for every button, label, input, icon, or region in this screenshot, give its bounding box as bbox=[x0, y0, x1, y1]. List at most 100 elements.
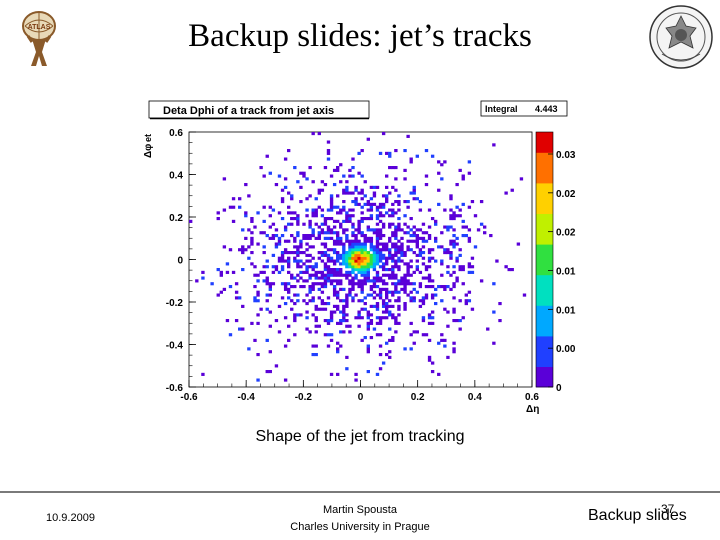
heatmap-cell bbox=[314, 273, 318, 277]
heatmap-cell bbox=[519, 177, 524, 181]
heatmap-cell bbox=[277, 211, 282, 215]
heatmap-cell bbox=[372, 282, 377, 286]
heatmap-cell bbox=[440, 259, 444, 263]
heatmap-cell bbox=[302, 174, 306, 178]
heatmap-cell bbox=[363, 279, 367, 283]
heatmap-cell bbox=[366, 370, 370, 374]
heatmap-cell bbox=[320, 222, 325, 226]
heatmap-cell bbox=[336, 239, 340, 243]
heatmap-cell bbox=[256, 321, 260, 325]
heatmap-cell bbox=[388, 253, 392, 257]
heatmap-cell bbox=[339, 273, 343, 277]
heatmap-cell bbox=[452, 217, 456, 221]
heatmap-cell bbox=[378, 202, 383, 206]
heatmap-cell bbox=[455, 183, 459, 187]
heatmap-cell bbox=[385, 282, 389, 286]
y-axis-title-extra: et bbox=[143, 134, 153, 142]
heatmap-cell bbox=[293, 319, 297, 323]
heatmap-cell bbox=[332, 242, 337, 246]
heatmap-cell bbox=[409, 299, 413, 303]
heatmap-cell bbox=[342, 174, 346, 178]
heatmap-cell bbox=[314, 316, 318, 320]
heatmap-cell bbox=[339, 287, 343, 291]
heatmap-cell bbox=[394, 166, 398, 170]
heatmap-cell bbox=[348, 253, 352, 257]
heatmap-cell bbox=[357, 313, 361, 317]
heatmap-cell bbox=[305, 259, 309, 263]
heatmap-cell bbox=[385, 185, 389, 189]
heatmap-cell bbox=[397, 248, 401, 252]
heatmap-cell bbox=[366, 236, 370, 240]
heatmap-cell bbox=[342, 273, 346, 277]
heatmap-cell bbox=[320, 276, 325, 280]
heatmap-cell bbox=[409, 234, 413, 238]
heatmap-cell bbox=[222, 245, 227, 249]
heatmap-cell bbox=[219, 270, 223, 274]
figure-caption: Shape of the jet from tracking bbox=[255, 428, 465, 445]
heatmap-cell bbox=[434, 222, 438, 226]
heatmap-cell bbox=[406, 270, 410, 274]
heatmap-cell bbox=[394, 200, 398, 204]
heatmap-cell bbox=[430, 256, 435, 260]
heatmap-cell bbox=[354, 245, 358, 249]
heatmap-cell bbox=[385, 197, 389, 201]
heatmap-cell bbox=[424, 149, 429, 153]
heatmap-cell bbox=[397, 279, 401, 283]
heatmap-cell bbox=[326, 270, 331, 274]
heatmap-cell bbox=[250, 217, 254, 221]
heatmap-cell bbox=[403, 276, 407, 280]
heatmap-cell bbox=[336, 282, 340, 286]
heatmap-cell bbox=[443, 287, 447, 291]
heatmap-cell bbox=[403, 253, 407, 257]
heatmap-cell bbox=[326, 276, 331, 280]
heatmap-cell bbox=[391, 336, 395, 340]
heatmap-cell bbox=[274, 234, 279, 238]
heatmap-cell bbox=[409, 265, 413, 269]
heatmap-cell bbox=[354, 256, 358, 260]
heatmap-cell bbox=[287, 239, 291, 243]
heatmap-cell bbox=[421, 319, 426, 323]
heatmap-cell bbox=[403, 279, 407, 283]
heatmap-cell bbox=[446, 355, 450, 359]
heatmap-cell bbox=[305, 268, 309, 272]
heatmap-cell bbox=[314, 222, 318, 226]
heatmap-cell bbox=[336, 166, 340, 170]
heatmap-cell bbox=[385, 268, 389, 272]
x-tick-label: -0.2 bbox=[295, 392, 313, 403]
heatmap-cell bbox=[391, 273, 395, 277]
heatmap-cell bbox=[360, 242, 364, 246]
heatmap-cell bbox=[283, 282, 288, 286]
heatmap-cell bbox=[397, 282, 401, 286]
heatmap-cell bbox=[329, 205, 334, 209]
heatmap-cell bbox=[424, 239, 429, 243]
chart-title: Deta Dphi of a track from jet axis bbox=[163, 105, 334, 117]
heatmap-cell bbox=[455, 276, 459, 280]
heatmap-cell bbox=[354, 242, 358, 246]
heatmap-cell bbox=[385, 293, 389, 297]
heatmap-cell bbox=[320, 259, 325, 263]
heatmap-cell bbox=[332, 239, 337, 243]
heatmap-cell bbox=[418, 251, 423, 255]
heatmap-cell bbox=[308, 225, 312, 229]
heatmap-cell bbox=[351, 225, 355, 229]
heatmap-cell bbox=[449, 194, 453, 198]
heatmap-cell bbox=[277, 242, 282, 246]
heatmap-cell bbox=[345, 188, 349, 192]
heatmap-cell bbox=[412, 341, 416, 345]
color-scale-step bbox=[536, 183, 553, 189]
heatmap-cell bbox=[400, 276, 404, 280]
heatmap-cell bbox=[336, 242, 340, 246]
heatmap-cell bbox=[421, 251, 426, 255]
heatmap-cell bbox=[378, 344, 383, 348]
heatmap-cell bbox=[277, 174, 282, 178]
heatmap-cell bbox=[329, 316, 334, 320]
heatmap-cell bbox=[348, 248, 352, 252]
heatmap-cell bbox=[354, 316, 358, 320]
heatmap-cell bbox=[247, 228, 251, 232]
heatmap-cell bbox=[296, 217, 300, 221]
heatmap-cell bbox=[366, 321, 370, 325]
heatmap-cell bbox=[326, 302, 331, 306]
heatmap-cell bbox=[345, 185, 349, 189]
heatmap-cell bbox=[351, 287, 355, 291]
heatmap-cell bbox=[345, 319, 349, 323]
